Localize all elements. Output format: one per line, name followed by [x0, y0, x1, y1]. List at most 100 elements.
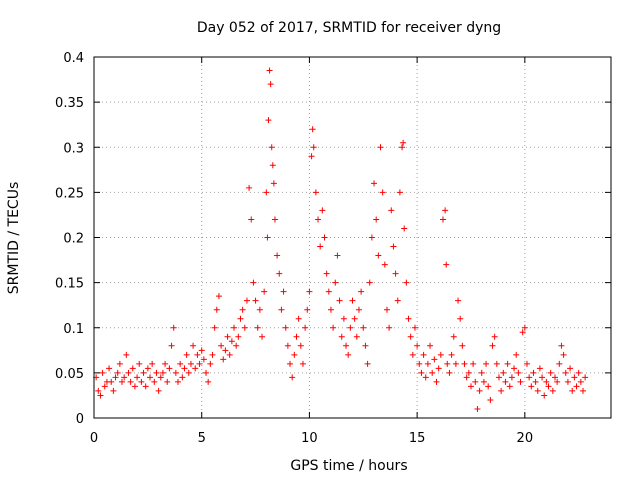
- data-point: [116, 360, 123, 367]
- data-point: [175, 378, 182, 385]
- data-point: [493, 360, 500, 367]
- data-point: [437, 351, 444, 358]
- data-point: [530, 369, 537, 376]
- x-tick-label: 10: [301, 431, 318, 446]
- data-point: [465, 369, 472, 376]
- data-point: [500, 369, 507, 376]
- data-point: [579, 387, 586, 394]
- data-point: [386, 324, 393, 331]
- data-point: [183, 351, 190, 358]
- data-point: [511, 365, 518, 372]
- data-point: [268, 144, 275, 151]
- data-point: [381, 261, 388, 268]
- data-point: [233, 342, 240, 349]
- data-point: [271, 216, 278, 223]
- data-point: [136, 360, 143, 367]
- data-point: [226, 351, 233, 358]
- data-point: [558, 342, 565, 349]
- data-point: [207, 360, 214, 367]
- data-point: [334, 252, 341, 259]
- data-point: [209, 351, 216, 358]
- data-point: [310, 144, 317, 151]
- data-point: [280, 288, 287, 295]
- data-point: [355, 306, 362, 313]
- data-point: [269, 162, 276, 169]
- y-tick-label: 0.4: [63, 51, 84, 66]
- data-point: [162, 360, 169, 367]
- data-point: [543, 378, 550, 385]
- data-point: [252, 297, 259, 304]
- data-point: [327, 306, 334, 313]
- data-point: [521, 324, 528, 331]
- data-point: [101, 383, 108, 390]
- data-point: [194, 351, 201, 358]
- data-point: [554, 378, 561, 385]
- data-point: [265, 117, 272, 124]
- data-point: [582, 374, 589, 381]
- data-point: [396, 189, 403, 196]
- data-point: [463, 374, 470, 381]
- data-point: [155, 387, 162, 394]
- data-point: [309, 126, 316, 133]
- data-point: [349, 297, 356, 304]
- data-point: [246, 184, 253, 191]
- y-tick-label: 0.3: [63, 141, 84, 156]
- data-point: [291, 351, 298, 358]
- data-point: [147, 374, 154, 381]
- data-point: [237, 315, 244, 322]
- data-point: [446, 369, 453, 376]
- data-point: [403, 279, 410, 286]
- data-point: [302, 324, 309, 331]
- data-point: [532, 378, 539, 385]
- axis-ticks: [93, 56, 611, 419]
- data-point: [164, 378, 171, 385]
- data-point: [321, 234, 328, 241]
- x-tick-label: 0: [90, 431, 98, 446]
- x-axis-label: GPS time / hours: [290, 458, 407, 474]
- data-point: [551, 374, 558, 381]
- data-point: [536, 365, 543, 372]
- data-point: [200, 356, 207, 363]
- data-point: [457, 315, 464, 322]
- data-point: [151, 378, 158, 385]
- data-point: [168, 342, 175, 349]
- data-point: [125, 369, 132, 376]
- data-point: [409, 351, 416, 358]
- data-point: [308, 153, 315, 160]
- data-point: [435, 365, 442, 372]
- data-point: [340, 315, 347, 322]
- data-point: [358, 288, 365, 295]
- data-point: [383, 306, 390, 313]
- data-point: [375, 252, 382, 259]
- data-point: [461, 360, 468, 367]
- data-point: [541, 392, 548, 399]
- data-point: [215, 293, 222, 300]
- data-point: [241, 324, 248, 331]
- data-point: [483, 360, 490, 367]
- data-point: [534, 387, 541, 394]
- data-point: [239, 306, 246, 313]
- data-point: [332, 279, 339, 286]
- data-point: [450, 333, 457, 340]
- data-point: [571, 374, 578, 381]
- data-point: [364, 360, 371, 367]
- data-point: [282, 324, 289, 331]
- data-point: [405, 315, 412, 322]
- data-point: [549, 387, 556, 394]
- y-tick-label: 0.1: [63, 322, 84, 337]
- data-point: [330, 324, 337, 331]
- data-points: [93, 67, 589, 412]
- data-point: [560, 351, 567, 358]
- data-point: [235, 333, 242, 340]
- data-point: [526, 374, 533, 381]
- data-point: [567, 365, 574, 372]
- data-point: [319, 207, 326, 214]
- y-tick-label: 0.2: [63, 232, 84, 247]
- y-tick-label: 0.05: [55, 367, 84, 382]
- data-point: [422, 374, 429, 381]
- data-point: [287, 360, 294, 367]
- data-point: [218, 342, 225, 349]
- data-point: [564, 378, 571, 385]
- data-point: [138, 378, 145, 385]
